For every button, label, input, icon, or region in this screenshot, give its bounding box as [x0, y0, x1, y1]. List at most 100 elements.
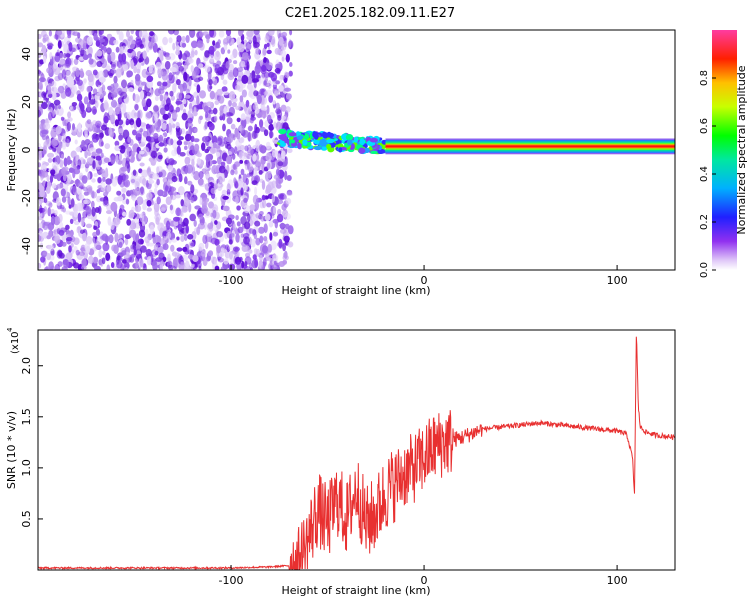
snr-y-tick-label: 1.5	[20, 408, 33, 426]
heatmap-noise-cell	[266, 65, 273, 70]
heatmap-noise-cell	[194, 143, 200, 152]
heatmap-noise-cell	[205, 173, 210, 178]
heatmap-noise-cell	[98, 249, 103, 258]
heatmap-noise-cell	[277, 114, 282, 121]
heatmap-noise-cell	[137, 110, 141, 119]
heatmap-noise-cell	[196, 157, 202, 165]
heatmap-noise-cell	[129, 119, 135, 126]
heatmap-noise-cell	[236, 36, 241, 46]
heatmap-noise-cell	[87, 150, 91, 157]
heatmap-y-tick-label: 20	[20, 95, 33, 109]
heatmap-noise-cell	[72, 123, 75, 131]
heatmap-noise-cell	[89, 30, 94, 36]
colorbar-ticks: 0.0 0.2 0.4 0.6 0.8	[699, 70, 716, 278]
heatmap-noise-cell	[92, 88, 98, 95]
heatmap-noise-cell	[134, 93, 140, 104]
snr-y-scale: (x10 4	[6, 327, 21, 354]
heatmap-noise-cell	[252, 194, 259, 205]
heatmap-x-label: Height of straight line (km)	[281, 284, 430, 297]
heatmap-noise-cell	[227, 252, 235, 261]
heatmap-noise-cell	[285, 56, 290, 62]
heatmap-noise-cell	[91, 178, 96, 183]
heatmap-noise-cell	[39, 85, 43, 91]
heatmap-noise-cell	[263, 91, 269, 96]
heatmap-noise-cell	[162, 113, 169, 120]
heatmap-noise-cell	[135, 244, 142, 249]
heatmap-noise-cell	[144, 236, 150, 244]
colorbar-tick-label: 0.4	[699, 166, 710, 182]
heatmap-noise-cell	[283, 40, 288, 48]
heatmap-noise-cell	[88, 90, 92, 101]
heatmap-noise-cell	[178, 65, 184, 72]
heatmap-noise-cell	[63, 36, 71, 45]
heatmap-noise-cell	[81, 140, 88, 151]
heatmap-noise-cell	[145, 111, 153, 119]
heatmap-noise-cell	[202, 257, 208, 267]
heatmap-noise-cell	[107, 54, 112, 64]
heatmap-noise-cell	[289, 62, 293, 67]
heatmap-noise-cell	[118, 145, 126, 150]
heatmap-noise-cell	[209, 90, 216, 100]
heatmap-noise-cell	[101, 84, 106, 93]
heatmap-noise-cell	[275, 80, 280, 85]
heatmap-noise-cell	[96, 92, 104, 100]
heatmap-y-ticks: -40 -20 0 20 40	[20, 47, 43, 255]
heatmap-noise-cell	[83, 78, 87, 83]
heatmap-noise-cell	[86, 102, 91, 112]
heatmap-noise-cell	[255, 237, 261, 246]
heatmap-noise-cell	[77, 212, 82, 223]
heatmap-noise-cell	[129, 229, 137, 238]
heatmap-transition-cell	[278, 128, 287, 135]
heatmap-noise-cell	[130, 178, 136, 184]
heatmap-noise-cell	[223, 258, 229, 265]
heatmap-noise-cell	[285, 198, 292, 205]
heatmap-noise-cell	[127, 87, 134, 93]
heatmap-noise-cell	[157, 235, 162, 244]
heatmap-noise-cell	[141, 68, 149, 78]
heatmap-noise-cell	[237, 70, 244, 78]
heatmap-y-tick-label: -40	[20, 237, 33, 255]
heatmap-noise-cell	[153, 113, 159, 122]
heatmap-noise-cell	[110, 201, 118, 212]
heatmap-noise-cell	[113, 244, 119, 254]
heatmap-noise-cell	[190, 40, 198, 49]
heatmap-noise-cell	[118, 241, 123, 248]
heatmap-noise-cell	[184, 145, 188, 150]
heatmap-noise-cell	[144, 228, 149, 238]
heatmap-noise-cell	[77, 122, 82, 133]
heatmap-noise-cell	[157, 222, 165, 232]
heatmap-noise-cell	[71, 84, 78, 95]
heatmap-noise-cell	[100, 235, 108, 241]
heatmap-noise-cell	[164, 184, 172, 193]
heatmap-noise-cell	[249, 267, 253, 270]
heatmap-noise-cell	[208, 45, 215, 55]
heatmap-noise-cell	[216, 244, 222, 254]
heatmap-noise-cell	[277, 32, 284, 38]
heatmap-noise-cell	[228, 239, 233, 245]
colorbar-gradient	[712, 30, 737, 270]
heatmap-noise-cell	[263, 80, 267, 86]
heatmap-noise-cell	[236, 261, 243, 270]
heatmap-noise-cell	[220, 247, 225, 255]
heatmap-noise-cell	[163, 235, 168, 241]
heatmap-noise-cell	[264, 35, 270, 43]
heatmap-noise-cell	[119, 110, 122, 119]
heatmap-noise-cell	[94, 100, 99, 108]
heatmap-noise-cell	[246, 61, 250, 71]
heatmap-noise-cell	[48, 111, 53, 121]
heatmap-noise-cell	[61, 69, 67, 80]
heatmap-noise-cell	[247, 125, 253, 132]
heatmap-noise-cell	[274, 47, 281, 55]
heatmap-noise-cell	[113, 39, 119, 45]
heatmap-noise-cell	[95, 148, 103, 154]
heatmap-noise-cell	[269, 258, 274, 266]
heatmap-noise-cell	[199, 115, 203, 121]
heatmap-noise-cell	[207, 250, 214, 257]
heatmap-noise-cell	[82, 54, 89, 61]
heatmap-noise-cell	[152, 261, 158, 270]
heatmap-noise-cell	[155, 165, 163, 173]
heatmap-noise-cell	[235, 196, 239, 204]
heatmap-transition-cell	[346, 139, 353, 146]
heatmap-noise-cell	[168, 158, 175, 166]
heatmap-noise-cell	[274, 90, 279, 97]
